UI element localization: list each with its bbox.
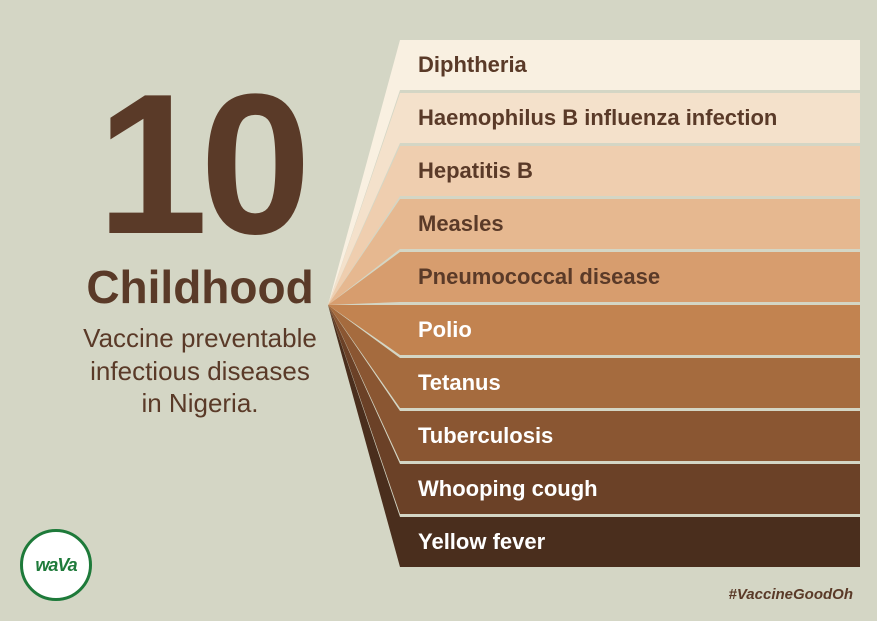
- logo-text: waVa: [35, 555, 76, 576]
- disease-label: Polio: [418, 317, 472, 343]
- title-word: Childhood: [40, 260, 360, 314]
- disease-bar: Haemophilus B influenza infection: [400, 93, 860, 143]
- disease-label: Yellow fever: [418, 529, 545, 555]
- disease-label: Whooping cough: [418, 476, 598, 502]
- disease-bar: Measles: [400, 199, 860, 249]
- disease-bar: Whooping cough: [400, 464, 860, 514]
- big-number: 10: [40, 80, 360, 250]
- disease-label: Pneumococcal disease: [418, 264, 660, 290]
- subtitle-line: infectious diseases: [40, 355, 360, 388]
- disease-bar: Diphtheria: [400, 40, 860, 90]
- disease-label: Tuberculosis: [418, 423, 553, 449]
- hashtag: #VaccineGoodOh: [729, 586, 853, 603]
- subtitle-line: Vaccine preventable: [40, 322, 360, 355]
- disease-bar: Tuberculosis: [400, 411, 860, 461]
- disease-label: Measles: [418, 211, 504, 237]
- disease-bar: Polio: [400, 305, 860, 355]
- logo: waVa: [20, 529, 92, 601]
- disease-bar: Tetanus: [400, 358, 860, 408]
- subtitle-line: in Nigeria.: [40, 387, 360, 420]
- subtitle: Vaccine preventable infectious diseases …: [40, 322, 360, 420]
- disease-label: Hepatitis B: [418, 158, 533, 184]
- disease-label: Tetanus: [418, 370, 501, 396]
- title-panel: 10 Childhood Vaccine preventable infecti…: [40, 80, 360, 420]
- disease-list: Diphtheria Haemophilus B influenza infect…: [400, 40, 860, 567]
- disease-bar: Pneumococcal disease: [400, 252, 860, 302]
- logo-circle: waVa: [20, 529, 92, 601]
- disease-bar: Hepatitis B: [400, 146, 860, 196]
- disease-bar: Yellow fever: [400, 517, 860, 567]
- disease-label: Diphtheria: [418, 52, 527, 78]
- disease-label: Haemophilus B influenza infection: [418, 105, 777, 131]
